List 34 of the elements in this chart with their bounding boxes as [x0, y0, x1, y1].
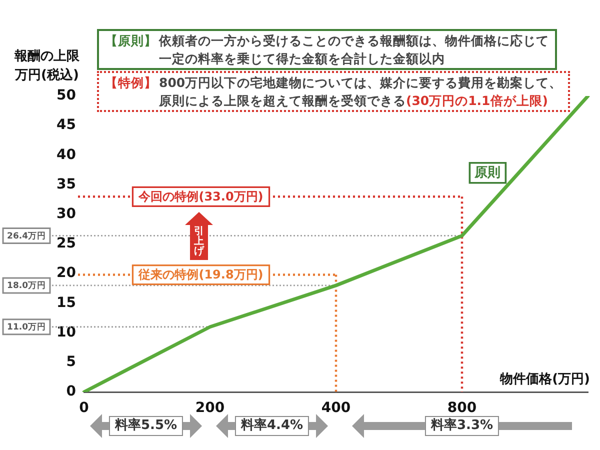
y-tick-label: 45 — [56, 117, 76, 134]
y-tick-label: 5 — [66, 354, 76, 370]
y-tick-label: 0 — [66, 384, 76, 400]
y-axis-title: 報酬の上限万円(税込) — [14, 48, 80, 85]
text: 一定の料率を乗じて得た金額を合計した金額以内 — [159, 51, 445, 66]
text: 800万円以下の宅地建物については、媒介に要する費用を勘案して、 — [159, 75, 562, 90]
y-tick-label: 35 — [56, 176, 76, 192]
ref-line-label: 26.4万円 — [7, 230, 46, 242]
x-tick-label: 800 — [447, 400, 477, 416]
x-tick-label: 200 — [195, 400, 225, 416]
y-tick-label: 25 — [56, 236, 76, 252]
series-label: 原則 — [474, 166, 501, 181]
y-tick-label: 20 — [56, 265, 76, 282]
y-tick-label: 15 — [56, 294, 76, 311]
text: 【原則】 — [105, 32, 157, 50]
ref-line-label: 18.0万円 — [7, 280, 46, 292]
x-tick-label: 0 — [79, 400, 90, 416]
annotation: (30万円の1.1倍が上限) — [406, 93, 548, 108]
ref-line-label: 従来の特例(19.8万円) — [138, 267, 264, 282]
y-tick-label: 40 — [56, 146, 76, 163]
text: 料率3.3% — [424, 416, 500, 436]
text: 依頼者の一方から受けることのできる報酬額は、物件価格に応じて — [159, 33, 549, 48]
ref-line-label: 今回の特例(33.0万円) — [138, 189, 264, 204]
y-tick-label: 30 — [56, 206, 76, 222]
ref-line-label: 11.0万円 — [7, 322, 46, 333]
x-axis-title: 物件価格(万円) — [500, 371, 590, 389]
text: 料率4.4% — [234, 416, 310, 436]
text: 【特例】 — [105, 74, 157, 92]
y-tick-label: 10 — [56, 324, 76, 340]
annotation: 引上げ — [194, 226, 204, 258]
annotation: 原則による上限を超えて報酬を受領できる — [159, 93, 406, 108]
x-tick-label: 400 — [321, 400, 351, 416]
y-tick-label: 50 — [56, 88, 76, 104]
text: 料率5.5% — [108, 416, 184, 436]
